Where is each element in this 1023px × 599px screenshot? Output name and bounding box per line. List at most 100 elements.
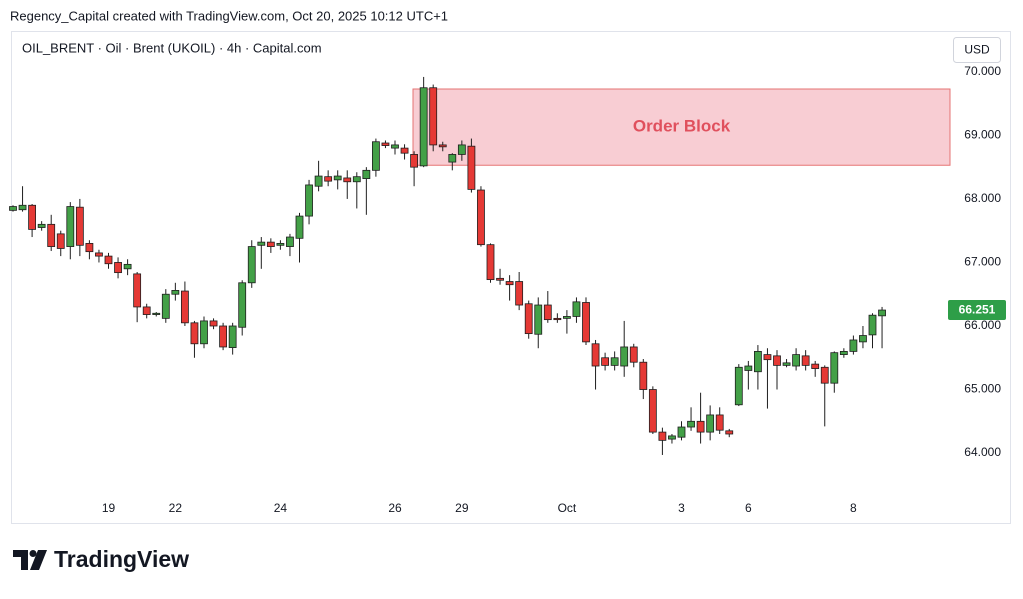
candle-body — [830, 352, 839, 384]
candle-body — [276, 242, 285, 246]
candle — [324, 170, 333, 187]
candle-body — [467, 145, 476, 190]
candle — [563, 310, 571, 334]
candle-body — [247, 246, 256, 284]
y-tick-label: 70.000 — [964, 64, 1001, 78]
candle-body — [658, 431, 667, 441]
candle — [419, 76, 428, 168]
candle — [286, 233, 294, 257]
candle-body — [591, 343, 600, 367]
candle-body — [286, 236, 294, 247]
candle-body — [305, 184, 313, 217]
candle-body — [419, 87, 428, 167]
candle-body — [228, 325, 237, 348]
candle — [639, 359, 648, 400]
header: Regency_Capital created with TradingView… — [10, 8, 448, 23]
y-tick-label: 69.000 — [964, 128, 1001, 142]
candle-body — [725, 430, 734, 435]
candle — [486, 243, 495, 283]
x-tick-label: 19 — [102, 501, 116, 515]
y-tick-label: 66.000 — [964, 318, 1001, 332]
candle-body — [515, 281, 524, 306]
candle — [438, 141, 447, 152]
candle-body — [696, 420, 705, 433]
y-tick-label: 65.000 — [964, 382, 1001, 396]
candle-body — [610, 357, 619, 366]
candle-body — [391, 144, 399, 149]
candle-body — [782, 362, 791, 366]
candle-body — [324, 176, 333, 182]
candle-body — [811, 363, 820, 369]
candle-body — [104, 255, 113, 265]
candle — [620, 320, 629, 377]
logo-mark — [13, 550, 28, 570]
candle-body — [266, 241, 275, 247]
candle — [123, 259, 132, 276]
candle — [477, 186, 485, 247]
y-tick-label: 68.000 — [964, 191, 1001, 205]
candle — [200, 316, 208, 349]
candle-body — [28, 204, 37, 230]
candle-body — [429, 87, 438, 146]
candle — [773, 350, 781, 390]
candle — [830, 351, 839, 393]
candle — [687, 407, 695, 431]
candle-body — [629, 346, 638, 363]
candle — [457, 140, 466, 161]
candle — [811, 360, 820, 377]
candle — [400, 144, 409, 160]
candle — [305, 179, 313, 225]
symbol-title: OIL_BRENT · Oil · Brent (UKOIL) · 4h · C… — [22, 40, 322, 55]
candle — [180, 281, 189, 326]
logo-dot — [29, 550, 37, 557]
currency-label[interactable]: USD — [964, 43, 990, 57]
candle — [629, 343, 638, 368]
candle-body — [209, 320, 218, 327]
logo-text: TradingView — [54, 546, 189, 572]
candle-body — [792, 354, 800, 367]
candle — [371, 138, 380, 177]
candle-body — [161, 293, 170, 319]
candle — [524, 300, 533, 339]
last-price-tag — [948, 300, 1006, 321]
candle — [668, 434, 676, 444]
currency-button[interactable] — [953, 37, 1001, 63]
candle — [266, 238, 275, 253]
candle — [467, 138, 476, 193]
candle-body — [553, 317, 562, 321]
candle — [782, 359, 791, 368]
candle — [276, 240, 285, 250]
candle — [706, 405, 715, 441]
candle-body — [839, 351, 848, 355]
candle-body — [563, 316, 571, 319]
candle-body — [56, 233, 65, 249]
candle — [725, 428, 734, 438]
candle-body — [352, 176, 361, 183]
candle — [228, 322, 237, 355]
candle-body — [200, 320, 208, 345]
candle-body — [362, 169, 371, 179]
candle — [859, 325, 867, 349]
candle — [410, 151, 419, 187]
candle-body — [820, 366, 829, 384]
candle — [47, 214, 56, 252]
order-block-label: Order Block — [633, 117, 731, 136]
candle-body — [754, 351, 762, 373]
candle-body — [763, 354, 772, 361]
candle — [142, 303, 151, 319]
candle — [171, 282, 180, 301]
candle-body — [859, 335, 867, 343]
candle — [343, 170, 352, 199]
candle-body — [438, 144, 447, 148]
candle-body — [715, 414, 724, 431]
candle-body — [687, 420, 695, 428]
candle-body — [706, 414, 715, 433]
candle — [648, 386, 657, 435]
candle-body — [534, 304, 543, 335]
candle — [190, 320, 199, 358]
candle-body — [133, 273, 142, 308]
candle — [104, 252, 113, 269]
candle-body — [257, 241, 266, 246]
candle — [744, 360, 753, 390]
